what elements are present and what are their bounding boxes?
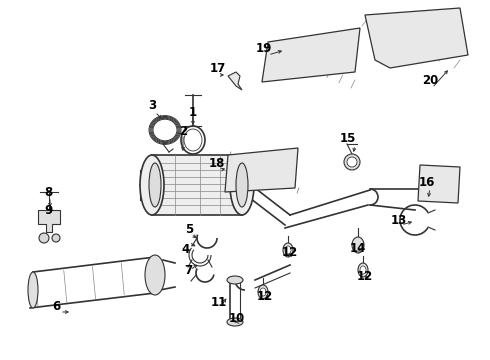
Text: 8: 8 bbox=[44, 185, 52, 198]
Ellipse shape bbox=[285, 246, 291, 254]
Text: 10: 10 bbox=[229, 311, 245, 324]
Text: 17: 17 bbox=[210, 62, 226, 75]
Ellipse shape bbox=[149, 163, 161, 207]
Ellipse shape bbox=[227, 318, 243, 326]
Text: 15: 15 bbox=[340, 131, 356, 144]
Polygon shape bbox=[228, 72, 242, 90]
Text: 9: 9 bbox=[44, 203, 52, 216]
Text: 1: 1 bbox=[189, 105, 197, 118]
Ellipse shape bbox=[236, 163, 248, 207]
Text: 12: 12 bbox=[357, 270, 373, 283]
Text: 12: 12 bbox=[282, 247, 298, 260]
Text: 16: 16 bbox=[419, 176, 435, 189]
Ellipse shape bbox=[260, 288, 266, 296]
Ellipse shape bbox=[352, 237, 364, 253]
Text: 19: 19 bbox=[256, 41, 272, 54]
Ellipse shape bbox=[145, 255, 165, 295]
Polygon shape bbox=[225, 148, 298, 192]
Text: 18: 18 bbox=[209, 157, 225, 170]
Text: 4: 4 bbox=[182, 243, 190, 256]
Text: 6: 6 bbox=[52, 300, 60, 312]
Text: 5: 5 bbox=[185, 222, 193, 235]
Ellipse shape bbox=[283, 243, 293, 257]
Polygon shape bbox=[262, 28, 360, 82]
Ellipse shape bbox=[230, 155, 254, 215]
Ellipse shape bbox=[258, 285, 268, 299]
Ellipse shape bbox=[344, 154, 360, 170]
Text: 7: 7 bbox=[184, 264, 192, 276]
Ellipse shape bbox=[360, 266, 366, 274]
Ellipse shape bbox=[227, 276, 243, 284]
Text: 20: 20 bbox=[422, 73, 438, 86]
Ellipse shape bbox=[39, 233, 49, 243]
Ellipse shape bbox=[28, 272, 38, 308]
Text: 12: 12 bbox=[257, 289, 273, 302]
Text: 2: 2 bbox=[179, 125, 187, 138]
Polygon shape bbox=[418, 165, 460, 203]
Ellipse shape bbox=[140, 155, 164, 215]
Ellipse shape bbox=[52, 234, 60, 242]
Ellipse shape bbox=[358, 263, 368, 277]
Text: 14: 14 bbox=[350, 242, 366, 255]
Text: 13: 13 bbox=[391, 213, 407, 226]
Polygon shape bbox=[38, 210, 60, 232]
Text: 3: 3 bbox=[148, 99, 156, 112]
Bar bbox=[152, 155, 242, 215]
Text: 11: 11 bbox=[211, 296, 227, 309]
Ellipse shape bbox=[347, 157, 357, 167]
Polygon shape bbox=[365, 8, 468, 68]
